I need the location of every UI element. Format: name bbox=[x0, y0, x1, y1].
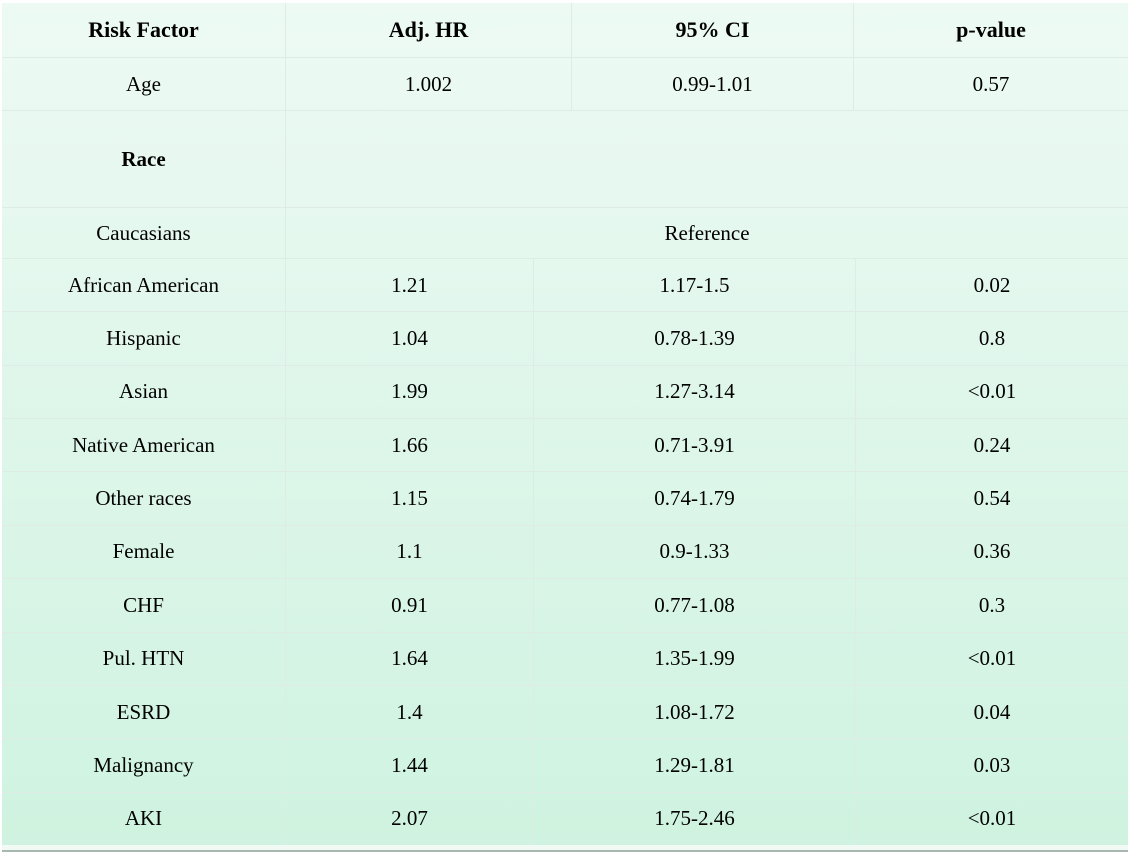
adj-hr-cell: 1.04 bbox=[285, 312, 533, 365]
ci-cell: 1.35-1.99 bbox=[533, 632, 855, 685]
adj-hr-cell: 1.66 bbox=[285, 419, 533, 472]
adj-hr-cell: 1.99 bbox=[285, 365, 533, 419]
table-header-row: Risk Factor Adj. HR 95% CI p-value bbox=[2, 3, 1128, 57]
table-row-malignancy: Malignancy 1.44 1.29-1.81 0.03 bbox=[2, 738, 1128, 792]
ci-cell: 0.99-1.01 bbox=[571, 58, 853, 110]
table-row-female: Female 1.1 0.9-1.33 0.36 bbox=[2, 524, 1128, 579]
p-value-cell: 0.24 bbox=[855, 419, 1128, 472]
table-row-hispanic: Hispanic 1.04 0.78-1.39 0.8 bbox=[2, 311, 1128, 365]
p-value-cell: 0.03 bbox=[855, 739, 1128, 792]
empty-cell bbox=[285, 111, 1128, 207]
p-value-cell: 0.3 bbox=[855, 579, 1128, 632]
adj-hr-cell: 1.4 bbox=[285, 685, 533, 739]
risk-factor-cell: African American bbox=[67, 272, 219, 297]
risk-factor-cell: Asian bbox=[119, 379, 168, 404]
table-row-age: Age 1.002 0.99-1.01 0.57 bbox=[2, 57, 1128, 110]
adj-hr-cell: 1.15 bbox=[285, 472, 533, 525]
ci-cell: 1.08-1.72 bbox=[533, 685, 855, 739]
column-header-95-ci: 95% CI bbox=[571, 3, 853, 57]
risk-factor-cell: ESRD bbox=[116, 699, 171, 724]
risk-factor-cell: Pul. HTN bbox=[102, 646, 185, 671]
adj-hr-cell: 0.91 bbox=[285, 579, 533, 632]
p-value-cell: 0.54 bbox=[855, 472, 1128, 525]
risk-factor-cell: Other races bbox=[95, 486, 192, 511]
table-bottom-edge bbox=[2, 845, 1128, 852]
table-row-esrd: ESRD 1.4 1.08-1.72 0.04 bbox=[2, 684, 1128, 739]
adj-hr-cell: 1.002 bbox=[285, 58, 571, 110]
column-header-p-value: p-value bbox=[853, 3, 1128, 57]
adj-hr-cell: 1.1 bbox=[285, 525, 533, 579]
adj-hr-cell: 1.21 bbox=[285, 259, 533, 312]
risk-factor-cell: Race bbox=[121, 146, 166, 171]
reference-cell: Reference bbox=[285, 208, 1128, 258]
risk-factor-table: Risk Factor Adj. HR 95% CI p-value Age 1.… bbox=[2, 3, 1128, 845]
table-row-race: Race bbox=[2, 110, 1128, 207]
adj-hr-cell: 2.07 bbox=[285, 792, 533, 845]
p-value-cell: 0.36 bbox=[855, 525, 1128, 579]
p-value-cell: 0.02 bbox=[855, 259, 1128, 312]
table-row-other-races: Other races 1.15 0.74-1.79 0.54 bbox=[2, 471, 1128, 525]
ci-cell: 1.75-2.46 bbox=[533, 792, 855, 845]
ci-cell: 0.77-1.08 bbox=[533, 579, 855, 632]
risk-factor-cell: AKI bbox=[124, 806, 163, 831]
table-row-asian: Asian 1.99 1.27-3.14 <0.01 bbox=[2, 364, 1128, 419]
risk-factor-cell: Native American bbox=[72, 432, 215, 457]
risk-factor-cell: Age bbox=[126, 71, 161, 96]
ci-cell: 0.78-1.39 bbox=[533, 312, 855, 365]
p-value-cell: 0.8 bbox=[855, 312, 1128, 365]
table-row-chf: CHF 0.91 0.77-1.08 0.3 bbox=[2, 578, 1128, 632]
column-header-risk-factor: Risk Factor bbox=[88, 17, 199, 42]
risk-factor-cell: Female bbox=[112, 539, 175, 564]
column-header-adj-hr: Adj. HR bbox=[285, 3, 571, 57]
ci-cell: 1.27-3.14 bbox=[533, 365, 855, 419]
p-value-cell: 0.57 bbox=[853, 58, 1128, 110]
ci-cell: 0.71-3.91 bbox=[533, 419, 855, 472]
ci-cell: 1.29-1.81 bbox=[533, 739, 855, 792]
adj-hr-cell: 1.44 bbox=[285, 739, 533, 792]
risk-factor-cell: Hispanic bbox=[106, 326, 181, 351]
adj-hr-cell: 1.64 bbox=[285, 632, 533, 685]
ci-cell: 0.74-1.79 bbox=[533, 472, 855, 525]
table-row-pul-htn: Pul. HTN 1.64 1.35-1.99 <0.01 bbox=[2, 631, 1128, 685]
table-row-african-american: African American 1.21 1.17-1.5 0.02 bbox=[2, 258, 1128, 312]
table-row-aki: AKI 2.07 1.75-2.46 <0.01 bbox=[2, 791, 1128, 845]
p-value-cell: 0.04 bbox=[855, 685, 1128, 739]
risk-factor-cell: CHF bbox=[123, 592, 164, 617]
risk-factor-cell: Malignancy bbox=[93, 752, 194, 777]
ci-cell: 1.17-1.5 bbox=[533, 259, 855, 312]
table-row-caucasians: Caucasians Reference bbox=[2, 207, 1128, 258]
p-value-cell: <0.01 bbox=[855, 792, 1128, 845]
p-value-cell: <0.01 bbox=[855, 365, 1128, 419]
p-value-cell: <0.01 bbox=[855, 632, 1128, 685]
ci-cell: 0.9-1.33 bbox=[533, 525, 855, 579]
risk-factor-cell: Caucasians bbox=[96, 220, 191, 245]
table-row-native-american: Native American 1.66 0.71-3.91 0.24 bbox=[2, 418, 1128, 472]
